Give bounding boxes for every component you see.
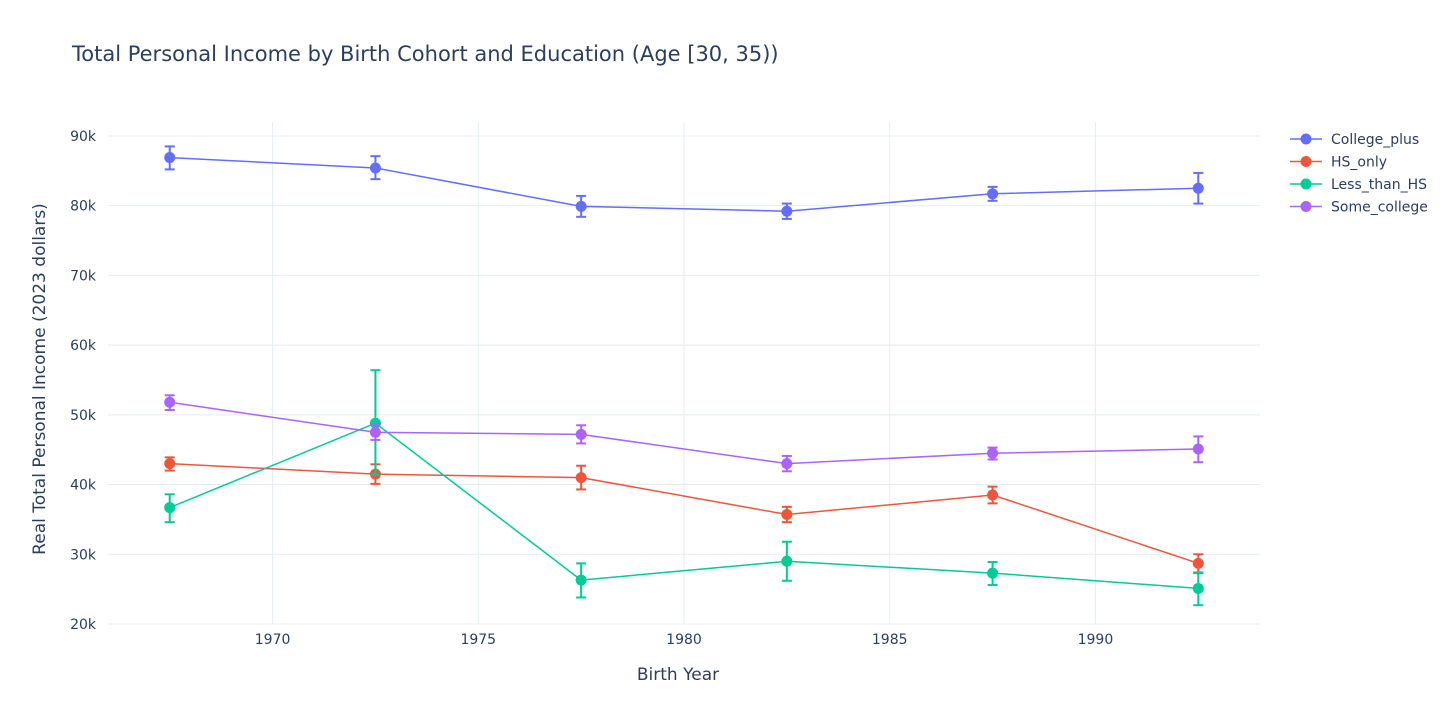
data-point[interactable] — [575, 200, 587, 212]
data-point[interactable] — [164, 502, 176, 514]
series-line — [169, 422, 1199, 590]
y-tick-label: 70k — [70, 268, 97, 284]
legend[interactable]: College_plus HS_only Less_than_HS Some_coll… — [1290, 132, 1428, 216]
data-point[interactable] — [369, 162, 381, 174]
chart-title: Total Personal Income by Birth Cohort an… — [71, 42, 779, 66]
data-point[interactable] — [164, 152, 176, 164]
data-point[interactable] — [987, 489, 999, 501]
y-axis-title: Real Total Personal Income (2023 dollars… — [30, 203, 50, 555]
data-point[interactable] — [781, 509, 793, 521]
series-line — [169, 156, 1199, 212]
series-line — [169, 401, 1199, 465]
legend-label: College_plus — [1331, 132, 1419, 148]
legend-marker — [1300, 156, 1312, 167]
legend-label: HS_only — [1331, 155, 1387, 171]
legend-item-Less_than_HS[interactable]: Less_than_HS — [1290, 177, 1427, 193]
data-point[interactable] — [1192, 582, 1204, 594]
legend-label: Some_college — [1331, 200, 1428, 216]
legend-marker — [1300, 178, 1312, 190]
grid — [108, 122, 1260, 625]
y-tick-label: 40k — [70, 478, 97, 494]
data-point[interactable] — [1192, 182, 1204, 194]
legend-marker — [1300, 201, 1312, 212]
x-tick-label: 1985 — [872, 632, 908, 648]
data-point[interactable] — [781, 205, 793, 217]
legend-item-HS_only[interactable]: HS_only — [1290, 155, 1387, 171]
legend-item-Some_college[interactable]: Some_college — [1290, 200, 1428, 216]
data-point[interactable] — [575, 574, 587, 586]
series-Some_college — [164, 394, 1204, 473]
series-line — [169, 462, 1199, 565]
data-point[interactable] — [164, 458, 176, 470]
legend-label: Less_than_HS — [1331, 177, 1427, 193]
axis-ticks: 1970 1975 1980 1985 1990 20k 30k 40k 50k 60k 70k 80… — [70, 129, 1113, 648]
data-point[interactable] — [575, 472, 587, 484]
legend-marker — [1300, 133, 1312, 145]
data-point[interactable] — [987, 447, 999, 459]
data-point[interactable] — [987, 567, 999, 579]
series-College_plus — [164, 145, 1204, 220]
data-point[interactable] — [781, 458, 793, 470]
series-Less_than_HS — [164, 369, 1204, 607]
data-point[interactable] — [987, 188, 999, 200]
x-tick-label: 1980 — [666, 632, 702, 648]
data-point[interactable] — [369, 426, 381, 438]
data-point[interactable] — [1192, 557, 1204, 569]
data-point[interactable] — [369, 417, 381, 429]
x-tick-label: 1970 — [255, 632, 291, 648]
plot-area — [164, 145, 1204, 607]
x-axis-title: Birth Year — [637, 665, 719, 685]
y-tick-label: 20k — [70, 617, 97, 633]
legend-item-College_plus[interactable]: College_plus — [1290, 132, 1419, 148]
data-point[interactable] — [575, 428, 587, 440]
data-point[interactable] — [1192, 443, 1204, 455]
y-tick-label: 30k — [70, 547, 97, 563]
data-point[interactable] — [781, 555, 793, 567]
y-tick-label: 50k — [70, 408, 97, 424]
data-point[interactable] — [164, 396, 176, 408]
y-tick-label: 80k — [70, 199, 97, 215]
x-tick-label: 1975 — [460, 632, 496, 648]
y-tick-label: 90k — [70, 129, 97, 145]
x-tick-label: 1990 — [1078, 632, 1114, 648]
y-tick-label: 60k — [70, 338, 97, 354]
